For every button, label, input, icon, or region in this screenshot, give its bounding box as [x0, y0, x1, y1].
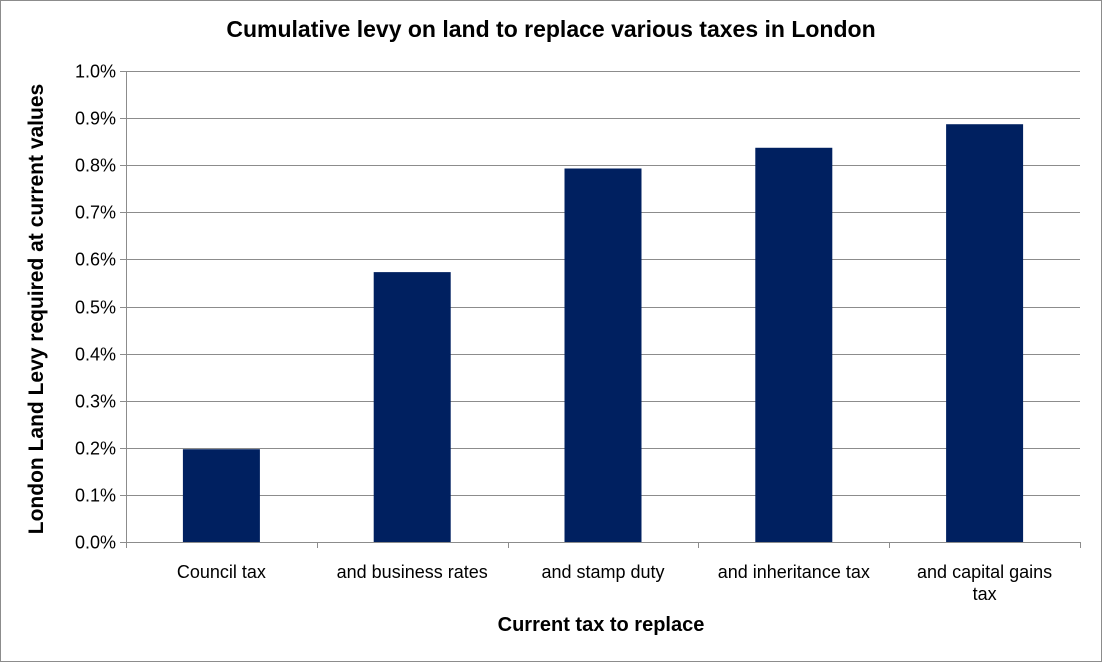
bar: [373, 272, 451, 542]
y-tick-label: 1.0%: [75, 62, 116, 82]
y-tick-label: 0.0%: [75, 533, 116, 553]
y-tick-label: 0.5%: [75, 298, 116, 318]
y-tick-label: 0.2%: [75, 439, 116, 459]
bar: [755, 147, 833, 542]
x-tick-label: and stamp duty: [541, 562, 664, 582]
chart-title: Cumulative levy on land to replace vario…: [226, 16, 876, 42]
y-tick-label: 0.9%: [75, 109, 116, 129]
x-tick-label: and capital gains tax: [917, 562, 1052, 604]
y-tick-label: 0.6%: [75, 250, 116, 270]
y-tick-label: 0.3%: [75, 392, 116, 412]
y-tick-label: 0.1%: [75, 486, 116, 506]
bar: [946, 124, 1024, 543]
x-axis-label: Current tax to replace: [497, 614, 705, 636]
x-tick-label: and business rates: [337, 562, 488, 582]
y-tick-label: 0.4%: [75, 345, 116, 365]
x-tick-label: Council tax: [177, 562, 266, 582]
bar: [182, 449, 260, 542]
y-tick-label: 0.7%: [75, 203, 116, 223]
x-tick-label: and inheritance tax: [718, 562, 870, 582]
y-tick-label: 0.8%: [75, 156, 116, 176]
bar: [564, 168, 642, 542]
